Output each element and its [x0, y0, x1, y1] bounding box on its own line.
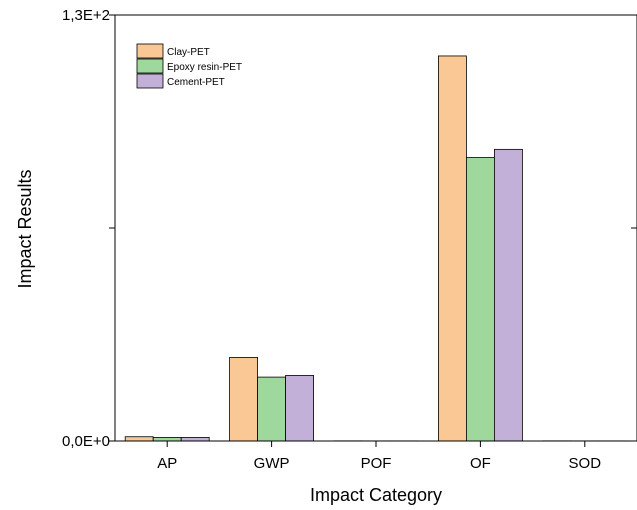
bars-group — [124, 55, 628, 442]
y-tick-label-bottom: 0,0E+0 — [62, 433, 110, 450]
x-axis-title: Impact Category — [310, 485, 442, 505]
x-tick-label-pof: POF — [361, 455, 392, 472]
bar-epoxy-resin-pet-ap — [152, 436, 182, 442]
x-ticks-group: AP GWP POF OF SOD — [157, 441, 601, 472]
bar-epoxy-resin-pet-gwp — [257, 376, 287, 442]
legend-label-clay-pet: Clay-PET — [167, 47, 210, 58]
y-axis-title: Impact Results — [15, 169, 35, 288]
legend: Clay-PET Epoxy resin-PET Cement-PET — [136, 43, 242, 89]
bar-cement-pet-gwp — [285, 375, 315, 442]
bar-clay-pet-gwp — [229, 357, 259, 442]
x-tick-label-sod: SOD — [569, 455, 602, 472]
legend-label-epoxy-resin-pet: Epoxy resin-PET — [167, 62, 242, 73]
bar-epoxy-resin-pet-of — [465, 157, 495, 442]
legend-swatch-cement-pet — [136, 73, 164, 89]
legend-swatch-epoxy-resin-pet — [136, 58, 164, 74]
legend-swatch-clay-pet — [136, 43, 164, 59]
y-ticks-group — [109, 14, 637, 442]
bar-clay-pet-of — [437, 55, 467, 442]
bar-cement-pet-of — [493, 148, 523, 442]
x-tick-label-gwp: GWP — [254, 455, 290, 472]
y-tick-label-top: 1,3E+2 — [62, 7, 110, 24]
legend-label-cement-pet: Cement-PET — [167, 77, 225, 88]
bar-cement-pet-ap — [180, 436, 210, 442]
bar-clay-pet-ap — [124, 436, 154, 442]
x-tick-label-ap: AP — [157, 455, 177, 472]
x-tick-label-of: OF — [470, 455, 491, 472]
